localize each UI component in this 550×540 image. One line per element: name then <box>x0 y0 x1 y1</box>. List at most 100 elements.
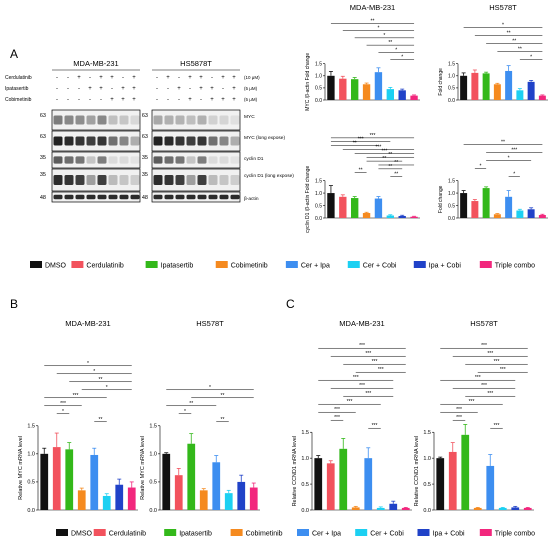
legend-label: Triple combo <box>495 263 535 270</box>
legend-label: Cer + Cobi <box>370 531 404 538</box>
blot-band <box>230 194 240 200</box>
treatment-sign: + <box>99 75 103 81</box>
blot-band <box>53 175 63 185</box>
blot-band <box>86 136 96 146</box>
y-axis-label: Fold change <box>438 68 444 96</box>
treatment-sign: + <box>210 97 214 103</box>
blot-band <box>208 175 218 185</box>
blot-band <box>53 136 63 146</box>
legend-item: DMSO <box>30 261 67 270</box>
treatment-sign: - <box>67 75 69 81</box>
blot-band <box>197 194 207 200</box>
bar-ipatasertib <box>461 434 470 510</box>
significance-label: *** <box>456 415 462 421</box>
bar-triple-combo <box>127 487 136 510</box>
blot-band <box>108 194 118 200</box>
y-tick-label: 0.0 <box>448 216 455 222</box>
treatment-sign: + <box>232 97 236 103</box>
treatment-sign: - <box>67 97 69 103</box>
blot-band <box>119 175 129 185</box>
blot-membrane <box>51 151 141 169</box>
blot-band <box>230 175 240 185</box>
legend-label: Cer + Cobi <box>363 263 397 270</box>
treatment-sign: + <box>232 75 236 81</box>
y-tick-label: 0.0 <box>301 508 309 514</box>
significance-label: * <box>383 33 385 39</box>
blot-band <box>86 175 96 185</box>
significance-label: *** <box>365 391 371 397</box>
legend-label: Cobimetinib <box>246 531 283 538</box>
blot-band <box>175 136 185 146</box>
treatment-sign: - <box>178 97 180 103</box>
legend-swatch <box>479 529 492 536</box>
legend-swatch <box>93 529 106 536</box>
significance-label: *** <box>511 148 517 154</box>
significance-label: ** <box>189 401 193 407</box>
blot-band <box>219 156 229 164</box>
significance-label: * <box>513 172 515 178</box>
blot-band <box>108 115 118 125</box>
significance-label: *** <box>481 343 487 349</box>
bar-dmso <box>460 75 468 100</box>
treatment-sign: + <box>199 86 203 92</box>
blot-band <box>64 156 74 164</box>
bar-triple-combo <box>538 95 546 100</box>
blot-title-left: MDA-MB-231 <box>73 59 118 68</box>
y-axis-label: Relative MYC mRNA level <box>140 436 146 500</box>
y-tick-label: 1.0 <box>448 191 455 197</box>
legend-swatch <box>71 261 84 268</box>
treatment-sign: - <box>89 75 91 81</box>
significance-label: ** <box>507 31 511 37</box>
blot-band <box>153 115 163 125</box>
blot-row-label: cyclin D1 <box>244 156 264 162</box>
bar-ipa-cobi <box>398 216 406 218</box>
blot-band <box>186 156 196 164</box>
y-tick-label: 0.5 <box>423 482 431 488</box>
treatment-sign: + <box>110 97 114 103</box>
y-tick-label: 1.5 <box>448 178 455 184</box>
treatment-sign: - <box>156 86 158 92</box>
legend-swatch <box>413 261 426 268</box>
treatment-sign: - <box>56 75 58 81</box>
blot-band <box>153 175 163 185</box>
bar-cer-ipa <box>374 198 383 218</box>
blot-band <box>175 115 185 125</box>
legend-label: Cerdulatinib <box>86 263 123 270</box>
blot-band <box>64 175 74 185</box>
treatment-sign: - <box>100 97 102 103</box>
blot-band <box>164 156 174 164</box>
significance-label: *** <box>494 359 500 365</box>
significance-label: *** <box>500 367 506 373</box>
significance-label: *** <box>334 415 340 421</box>
blot-band <box>130 115 140 125</box>
blot-marker: 63 <box>40 113 46 119</box>
bar-charts: MDA-MB-231 0.0 0.5 1.0 1.5 MYC /β-actin Fold … <box>18 3 548 514</box>
significance-label: *** <box>481 383 487 389</box>
blot-band <box>97 175 107 185</box>
y-tick-label: 0.5 <box>448 86 455 92</box>
treatment-sign: - <box>156 75 158 81</box>
blot-marker: 35 <box>142 172 148 178</box>
blot-band <box>153 194 163 200</box>
treatment-sign: + <box>221 75 225 81</box>
blot-band <box>97 194 107 200</box>
significance-label: *** <box>456 407 462 413</box>
legend-item: Cerdulatinib <box>71 261 124 270</box>
blot-band <box>64 136 74 146</box>
blot-membrane <box>151 191 241 203</box>
legend-swatch <box>30 261 42 268</box>
bar-cerdulatinib <box>471 72 479 100</box>
y-tick-label: 0.0 <box>149 508 157 514</box>
legend-swatch <box>164 529 177 536</box>
significance-label: ** <box>353 141 357 147</box>
y-tick-label: 0.5 <box>301 482 309 488</box>
blot-band <box>197 175 207 185</box>
bar-cer-cobi <box>386 89 394 100</box>
bar-triple-combo <box>401 507 410 510</box>
blot-band <box>230 156 240 164</box>
y-tick-label: 1.5 <box>423 430 431 436</box>
